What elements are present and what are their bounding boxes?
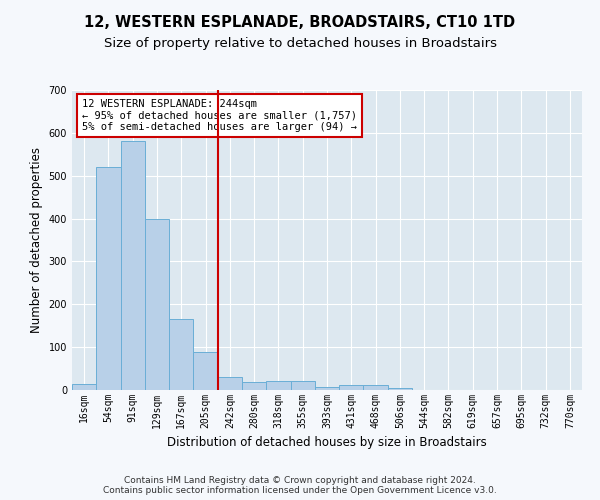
Bar [315, 386, 339, 390]
Bar [121, 142, 145, 390]
Text: Contains HM Land Registry data © Crown copyright and database right 2024.
Contai: Contains HM Land Registry data © Crown c… [103, 476, 497, 495]
Bar [145, 218, 169, 390]
Text: 12 WESTERN ESPLANADE: 244sqm
← 95% of detached houses are smaller (1,757)
5% of : 12 WESTERN ESPLANADE: 244sqm ← 95% of de… [82, 99, 357, 132]
Bar [193, 352, 218, 390]
Y-axis label: Number of detached properties: Number of detached properties [30, 147, 43, 333]
Text: 12, WESTERN ESPLANADE, BROADSTAIRS, CT10 1TD: 12, WESTERN ESPLANADE, BROADSTAIRS, CT10… [85, 15, 515, 30]
Bar [364, 385, 388, 390]
Bar [169, 320, 193, 390]
Bar [339, 385, 364, 390]
Bar [290, 382, 315, 390]
Text: Size of property relative to detached houses in Broadstairs: Size of property relative to detached ho… [104, 38, 497, 51]
Bar [72, 384, 96, 390]
Bar [266, 380, 290, 390]
Bar [218, 377, 242, 390]
X-axis label: Distribution of detached houses by size in Broadstairs: Distribution of detached houses by size … [167, 436, 487, 450]
Bar [242, 382, 266, 390]
Bar [96, 167, 121, 390]
Bar [388, 388, 412, 390]
